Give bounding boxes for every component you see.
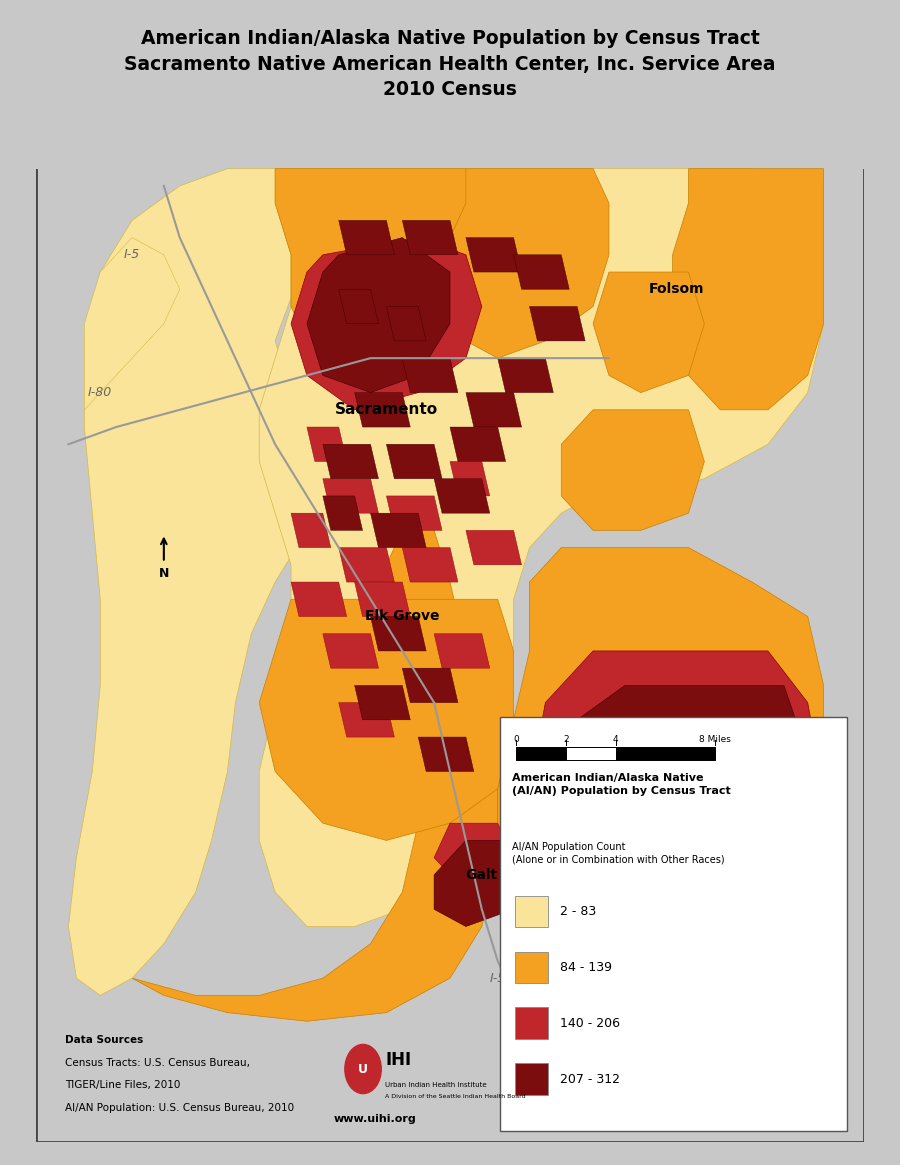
Polygon shape bbox=[434, 479, 490, 513]
Polygon shape bbox=[562, 685, 807, 926]
Text: 84 - 139: 84 - 139 bbox=[560, 961, 612, 974]
Text: 0: 0 bbox=[513, 735, 519, 743]
Polygon shape bbox=[498, 548, 824, 961]
Polygon shape bbox=[259, 599, 514, 840]
Bar bbox=[52, 169, 848, 1030]
Bar bbox=[52, 1024, 848, 1130]
Text: IHI: IHI bbox=[385, 1051, 411, 1069]
Polygon shape bbox=[672, 169, 824, 410]
Polygon shape bbox=[402, 669, 458, 702]
Bar bbox=[566, 747, 616, 761]
Text: Urban Indian Health Institute: Urban Indian Health Institute bbox=[385, 1082, 487, 1088]
Polygon shape bbox=[514, 255, 569, 289]
Polygon shape bbox=[402, 548, 458, 582]
Polygon shape bbox=[386, 306, 427, 341]
Polygon shape bbox=[418, 737, 473, 771]
Text: A Division of the Seattle Indian Health Board: A Division of the Seattle Indian Health … bbox=[385, 1094, 526, 1099]
Polygon shape bbox=[355, 393, 410, 428]
Polygon shape bbox=[450, 169, 609, 358]
Polygon shape bbox=[434, 634, 490, 669]
Polygon shape bbox=[498, 358, 554, 393]
Polygon shape bbox=[434, 840, 529, 926]
Polygon shape bbox=[323, 444, 379, 479]
Polygon shape bbox=[307, 238, 450, 393]
Text: AI/AN Population: U.S. Census Bureau, 2010: AI/AN Population: U.S. Census Bureau, 20… bbox=[65, 1102, 294, 1113]
Text: Census Tracts: U.S. Census Bureau,: Census Tracts: U.S. Census Bureau, bbox=[65, 1058, 250, 1068]
Polygon shape bbox=[291, 513, 331, 548]
Polygon shape bbox=[529, 306, 585, 341]
Text: Folsom: Folsom bbox=[649, 282, 705, 296]
Polygon shape bbox=[338, 220, 394, 255]
Bar bbox=[500, 716, 848, 1130]
Polygon shape bbox=[291, 238, 482, 410]
Polygon shape bbox=[275, 169, 482, 358]
Polygon shape bbox=[402, 358, 458, 393]
Text: www.uihi.org: www.uihi.org bbox=[334, 1114, 417, 1124]
Text: Galt: Galt bbox=[465, 868, 498, 882]
Text: 2: 2 bbox=[563, 735, 569, 743]
Polygon shape bbox=[402, 220, 458, 255]
Polygon shape bbox=[338, 702, 394, 737]
Text: 8 Miles: 8 Miles bbox=[699, 735, 731, 743]
Polygon shape bbox=[85, 238, 180, 410]
Text: 207 - 312: 207 - 312 bbox=[560, 1073, 620, 1086]
Polygon shape bbox=[466, 530, 521, 565]
Text: AI/AN Population Count
(Alone or in Combination with Other Races): AI/AN Population Count (Alone or in Comb… bbox=[512, 842, 724, 864]
Text: Sacramento: Sacramento bbox=[335, 402, 438, 417]
Bar bbox=[515, 896, 548, 927]
Polygon shape bbox=[593, 273, 705, 393]
Polygon shape bbox=[307, 428, 346, 461]
Bar bbox=[616, 747, 715, 761]
Polygon shape bbox=[355, 685, 410, 720]
Circle shape bbox=[345, 1044, 382, 1094]
Polygon shape bbox=[386, 496, 442, 530]
Bar bbox=[517, 747, 566, 761]
Text: N: N bbox=[158, 567, 169, 580]
Text: 2 - 83: 2 - 83 bbox=[560, 905, 597, 918]
Polygon shape bbox=[68, 169, 386, 995]
Bar bbox=[515, 1008, 548, 1039]
Text: Elk Grove: Elk Grove bbox=[365, 609, 439, 623]
Bar bbox=[515, 1064, 548, 1095]
Polygon shape bbox=[338, 289, 379, 324]
Text: American Indian/Alaska Native
(AI/AN) Population by Census Tract: American Indian/Alaska Native (AI/AN) Po… bbox=[512, 772, 731, 796]
Polygon shape bbox=[323, 496, 363, 530]
Polygon shape bbox=[466, 238, 521, 273]
Polygon shape bbox=[450, 461, 490, 496]
Text: Data Sources: Data Sources bbox=[65, 1036, 143, 1045]
Polygon shape bbox=[529, 651, 824, 944]
Polygon shape bbox=[466, 393, 521, 428]
Polygon shape bbox=[371, 513, 427, 548]
Text: 4: 4 bbox=[613, 735, 618, 743]
Text: I-5: I-5 bbox=[490, 972, 506, 984]
Polygon shape bbox=[338, 548, 394, 582]
Polygon shape bbox=[132, 513, 498, 1022]
Text: TIGER/Line Files, 2010: TIGER/Line Files, 2010 bbox=[65, 1080, 180, 1090]
Polygon shape bbox=[291, 582, 346, 616]
Polygon shape bbox=[434, 824, 514, 875]
Polygon shape bbox=[371, 616, 427, 651]
Text: I-5: I-5 bbox=[124, 248, 140, 261]
Text: American Indian/Alaska Native Population by Census Tract
Sacramento Native Ameri: American Indian/Alaska Native Population… bbox=[124, 29, 776, 99]
Bar bbox=[36, 23, 864, 169]
Polygon shape bbox=[355, 582, 410, 616]
Polygon shape bbox=[259, 169, 824, 926]
Polygon shape bbox=[386, 444, 442, 479]
Bar bbox=[515, 952, 548, 983]
Polygon shape bbox=[323, 634, 379, 669]
Text: U: U bbox=[358, 1062, 368, 1075]
Text: 140 - 206: 140 - 206 bbox=[560, 1017, 620, 1030]
Polygon shape bbox=[323, 479, 379, 513]
Text: I-80: I-80 bbox=[88, 386, 112, 400]
Text: Total number of AI/ANs (alone
or in combination with other races) in
Sacramento : Total number of AI/ANs (alone or in comb… bbox=[508, 1036, 760, 1082]
Polygon shape bbox=[562, 410, 705, 530]
Polygon shape bbox=[450, 428, 506, 461]
